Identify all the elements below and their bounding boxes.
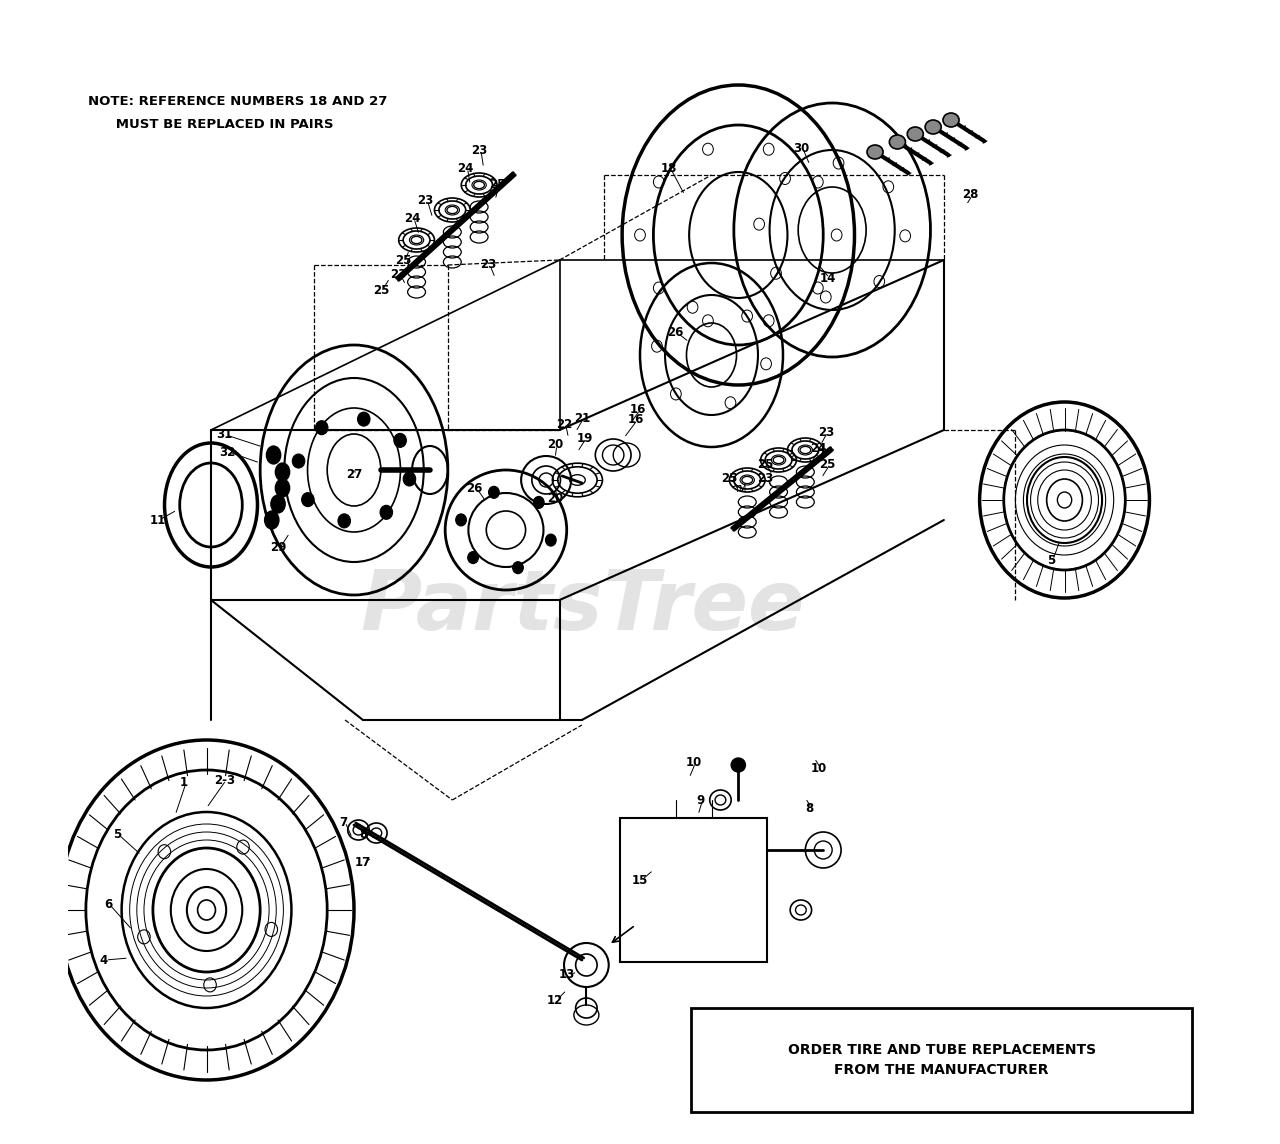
Text: 8: 8 [358,828,367,842]
Text: 17: 17 [355,856,371,868]
Ellipse shape [867,145,883,159]
Ellipse shape [456,514,466,526]
Text: 24: 24 [810,442,827,454]
Ellipse shape [394,434,406,447]
Text: 26: 26 [466,482,483,494]
Text: 18: 18 [660,161,677,175]
Ellipse shape [275,463,289,480]
Ellipse shape [265,511,279,529]
Text: 2-3: 2-3 [214,773,236,787]
Text: 7: 7 [339,816,347,828]
Text: 24: 24 [404,212,420,224]
Text: 8: 8 [805,802,814,815]
Ellipse shape [315,421,328,435]
Ellipse shape [266,446,280,464]
Ellipse shape [512,562,524,573]
Text: MUST BE REPLACED IN PAIRS: MUST BE REPLACED IN PAIRS [87,118,333,132]
Text: 20: 20 [547,492,563,505]
Text: 23: 23 [480,259,497,271]
FancyBboxPatch shape [691,1008,1192,1112]
Text: 27: 27 [346,469,362,482]
Ellipse shape [380,506,393,519]
Ellipse shape [890,135,905,149]
Text: 29: 29 [270,541,287,555]
Text: 26: 26 [668,326,684,340]
Ellipse shape [338,514,351,527]
Text: 1: 1 [180,777,188,789]
Text: 20: 20 [547,438,563,452]
Text: 24: 24 [457,161,474,175]
Text: 19: 19 [576,431,593,445]
Ellipse shape [403,472,416,486]
Text: 21: 21 [573,412,590,424]
Ellipse shape [467,551,479,564]
Text: ORDER TIRE AND TUBE REPLACEMENTS
FROM THE MANUFACTURER: ORDER TIRE AND TUBE REPLACEMENTS FROM TH… [787,1043,1096,1077]
Ellipse shape [731,758,745,772]
Ellipse shape [545,534,557,546]
Text: 23: 23 [818,426,835,438]
Text: 16: 16 [630,404,646,416]
Text: 13: 13 [558,969,575,982]
Ellipse shape [292,454,305,468]
Text: NOTE: REFERENCE NUMBERS 18 AND 27: NOTE: REFERENCE NUMBERS 18 AND 27 [87,95,387,108]
Text: 10: 10 [810,762,827,774]
Text: 5: 5 [113,828,122,842]
Ellipse shape [489,486,499,499]
Text: 23: 23 [417,193,434,207]
Text: 30: 30 [792,142,809,154]
Text: 23: 23 [756,471,773,485]
Text: TM: TM [733,485,746,494]
Text: 25: 25 [756,459,773,471]
Ellipse shape [534,496,544,508]
Text: 5: 5 [1047,554,1055,566]
Text: 22: 22 [556,419,572,431]
Text: 16: 16 [627,413,644,427]
Text: 9: 9 [696,794,705,807]
Text: 25: 25 [396,254,411,267]
Text: 11: 11 [150,514,165,526]
Text: 4: 4 [100,953,108,967]
Ellipse shape [302,493,314,507]
Ellipse shape [925,120,941,134]
Text: 28: 28 [963,189,979,201]
Text: PartsTree: PartsTree [361,566,805,646]
Ellipse shape [357,412,370,426]
Text: 25: 25 [372,284,389,296]
Text: 14: 14 [819,271,836,285]
Text: 25: 25 [721,471,737,485]
FancyBboxPatch shape [620,818,768,962]
Text: 23: 23 [390,269,407,281]
Text: 25: 25 [819,459,836,471]
Ellipse shape [943,113,959,127]
Text: 32: 32 [219,445,236,459]
Text: 15: 15 [632,874,648,887]
Text: 23: 23 [471,143,488,157]
Text: 25: 25 [489,178,506,191]
Text: 6: 6 [104,898,113,912]
Text: 12: 12 [547,993,563,1007]
Ellipse shape [908,127,923,141]
Ellipse shape [275,479,289,496]
Text: 31: 31 [216,429,233,442]
Text: 10: 10 [686,756,701,770]
Ellipse shape [271,495,285,513]
